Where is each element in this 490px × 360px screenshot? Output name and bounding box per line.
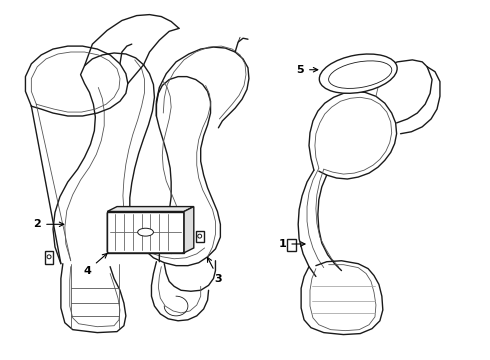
Text: 1: 1 [279,239,305,249]
Ellipse shape [138,228,153,236]
Polygon shape [196,231,204,242]
Polygon shape [287,239,296,251]
Ellipse shape [319,54,397,93]
Ellipse shape [198,234,202,238]
Polygon shape [107,212,184,253]
Polygon shape [107,207,194,212]
Text: 4: 4 [83,253,107,276]
Ellipse shape [329,61,392,89]
Text: 3: 3 [207,257,222,284]
Text: 5: 5 [296,65,318,75]
Polygon shape [45,251,53,264]
Text: 2: 2 [33,219,64,229]
Ellipse shape [47,255,51,259]
Polygon shape [184,207,194,253]
